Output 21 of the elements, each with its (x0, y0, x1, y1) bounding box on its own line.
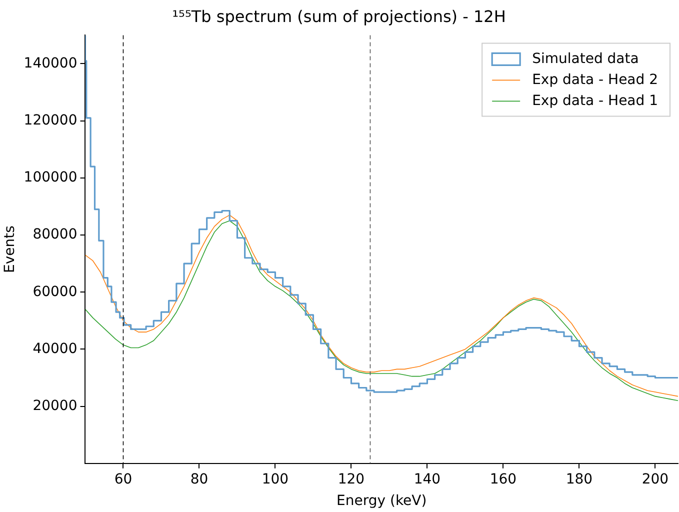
y-tick-label: 100000 (24, 170, 78, 186)
y-tick-label: 140000 (24, 55, 78, 72)
x-tick-label: 160 (490, 471, 517, 488)
x-tick-label: 200 (642, 471, 669, 488)
y-tick-label: 60000 (32, 284, 78, 300)
legend-label: Exp data - Head 1 (532, 92, 658, 109)
legend-label: Exp data - Head 2 (532, 72, 658, 88)
y-tick-label: 20000 (32, 398, 78, 414)
y-tick-label: 40000 (32, 340, 78, 357)
chart-title: ¹⁵⁵Tb spectrum (sum of projections) - 12H (172, 6, 506, 26)
x-tick-label: 140 (414, 471, 441, 488)
legend-label: Simulated data (532, 50, 639, 67)
x-tick-label: 180 (566, 471, 593, 488)
x-tick-label: 80 (190, 471, 208, 488)
y-tick-label: 80000 (32, 226, 78, 243)
y-tick-label: 120000 (24, 112, 78, 128)
x-tick-label: 120 (338, 471, 365, 488)
x-tick-label: 100 (262, 471, 289, 488)
x-axis-title: Energy (keV) (336, 493, 427, 510)
y-axis-title: Events (2, 226, 18, 274)
x-tick-label: 60 (114, 471, 132, 488)
